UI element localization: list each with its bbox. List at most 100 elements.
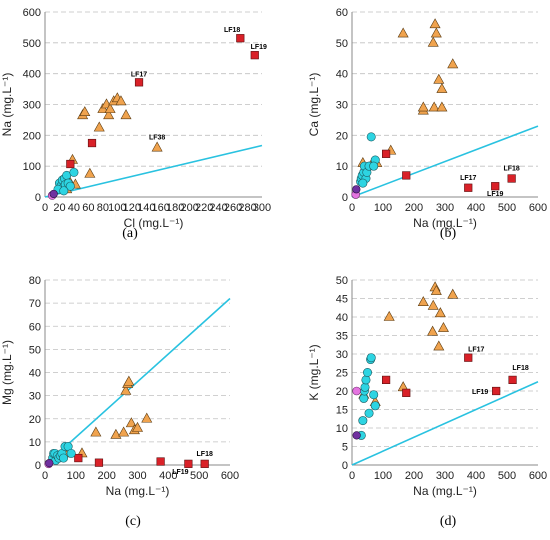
triangle-point — [397, 27, 409, 38]
point-annotation: LF19 — [251, 44, 267, 51]
triangle-point — [427, 325, 439, 336]
x-axis-label: Na (mg.L⁻¹) — [413, 484, 477, 498]
x-tick-label: 600 — [221, 470, 239, 482]
triangle-point — [115, 95, 127, 106]
triangle-point — [123, 375, 135, 386]
square-point — [66, 159, 75, 169]
y-tick-label: 30 — [336, 100, 348, 112]
y-tick-label: 40 — [336, 69, 348, 81]
x-axis-label: Cl (mg.L⁻¹) — [124, 216, 184, 230]
square-point — [250, 51, 259, 60]
magenta-circle-point — [352, 386, 361, 396]
triangle-point — [433, 340, 445, 351]
triangle-point — [447, 58, 459, 69]
circle-point — [366, 132, 376, 142]
triangle-point — [417, 101, 429, 112]
y-tick-label: 50 — [29, 344, 41, 356]
x-tick-label: 200 — [180, 202, 198, 214]
point-annotation: LF18 — [224, 27, 240, 34]
point-annotation: LF17 — [131, 71, 147, 78]
y-tick-label: 500 — [23, 38, 41, 50]
triangle-point — [151, 141, 163, 152]
x-tick-label: 400 — [467, 470, 485, 482]
x-tick-label: 0 — [42, 202, 48, 214]
y-tick-label: 400 — [23, 69, 41, 81]
square-point — [507, 174, 516, 183]
y-axis-label: Ca (mg.L⁻¹) — [307, 73, 321, 137]
triangle-point — [118, 426, 130, 437]
y-tick-label: 40 — [29, 368, 41, 380]
y-tick-label: 45 — [336, 294, 348, 306]
x-tick-label: 300 — [436, 470, 454, 482]
triangle-point — [84, 167, 96, 178]
triangle-point — [93, 121, 105, 132]
y-tick-label: 10 — [336, 423, 348, 435]
triangle-point — [437, 321, 449, 332]
y-tick-label: 30 — [29, 391, 41, 403]
y-tick-label: 10 — [336, 161, 348, 173]
x-tick-label: 400 — [159, 470, 177, 482]
point-annotation: LF17 — [460, 175, 476, 182]
x-tick-label: 140 — [137, 202, 155, 214]
x-tick-label: 100 — [374, 202, 392, 214]
x-tick-label: 300 — [128, 470, 146, 482]
x-tick-label: 220 — [195, 202, 213, 214]
y-tick-label: 10 — [29, 437, 41, 449]
circle-point — [369, 161, 379, 171]
reference-line — [44, 144, 263, 198]
triangle-point — [436, 82, 448, 93]
x-tick-label: 40 — [68, 202, 80, 214]
triangle-point — [131, 421, 144, 432]
triangle-point — [447, 288, 459, 299]
triangle-point — [430, 27, 442, 38]
chart-panel-c: 0 100 200 300 400 500 600 0 10 20 30 40 50 60 70 80 Na (… — [0, 275, 239, 529]
triangle-point — [79, 106, 91, 117]
circle-point — [360, 382, 370, 392]
triangle-point — [433, 73, 445, 84]
x-axis-label: Na (mg.L⁻¹) — [106, 484, 170, 498]
square-point — [492, 386, 501, 396]
x-tick-label: 80 — [97, 202, 109, 214]
x-tick-label: 160 — [152, 202, 170, 214]
y-tick-label: 200 — [23, 130, 41, 142]
y-tick-label: 15 — [336, 405, 348, 417]
square-point — [402, 171, 411, 180]
square-point — [464, 183, 473, 192]
x-tick-label: 300 — [436, 202, 454, 214]
y-tick-label: 0 — [342, 192, 348, 204]
square-point — [381, 375, 391, 385]
x-tick-label: 60 — [82, 202, 94, 214]
y-tick-label: 50 — [336, 275, 348, 287]
x-tick-label: 200 — [97, 470, 115, 482]
square-point — [508, 375, 517, 385]
square-point — [491, 182, 500, 191]
x-tick-label: 280 — [238, 202, 256, 214]
y-tick-label: 70 — [29, 298, 41, 310]
x-tick-label: 260 — [224, 202, 242, 214]
reference-line — [351, 125, 539, 198]
y-axis-label: Na (mg.L⁻¹) — [0, 73, 14, 137]
circle-point — [366, 353, 376, 363]
triangle-point — [141, 412, 153, 423]
y-axis-label: Mg (mg.L⁻¹) — [0, 340, 14, 405]
x-tick-label: 300 — [253, 202, 271, 214]
triangle-point — [429, 18, 441, 29]
triangle-point — [417, 296, 429, 307]
y-tick-label: 0 — [35, 460, 41, 472]
y-tick-label: 20 — [29, 414, 41, 426]
circle-point — [58, 453, 68, 463]
square-point — [236, 34, 245, 43]
point-annotation: LF17 — [468, 347, 484, 354]
circle-point — [358, 416, 368, 426]
point-annotation: LF18 — [512, 365, 528, 372]
y-tick-label: 20 — [336, 130, 348, 142]
x-axis-label: Na (mg.L⁻¹) — [413, 216, 477, 230]
x-tick-label: 600 — [529, 202, 547, 214]
y-tick-label: 50 — [336, 38, 348, 50]
circle-point — [358, 178, 368, 188]
point-annotation: LF18 — [197, 451, 213, 458]
circle-point — [364, 408, 374, 418]
triangle-point — [104, 103, 116, 113]
reference-line — [351, 381, 539, 466]
